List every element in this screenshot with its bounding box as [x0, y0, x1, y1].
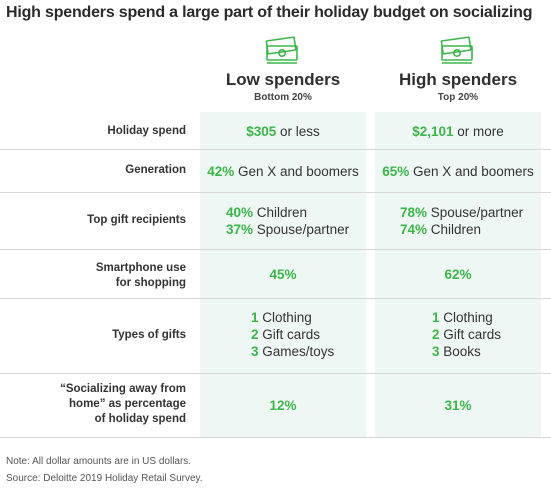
label-line: for shopping	[115, 277, 186, 289]
row-divider	[0, 249, 551, 250]
high-holiday-spend: $2,101 or more	[375, 123, 541, 140]
value-number: 12%	[269, 398, 297, 413]
value-text: or more	[453, 124, 504, 139]
value-text: Clothing	[258, 310, 312, 325]
value-number: 42%	[207, 164, 235, 179]
row-label-gift-recipients: Top gift recipients	[87, 214, 186, 226]
value-text: Gen X and boomers	[409, 164, 534, 179]
label-line: home” as percentage	[69, 398, 186, 410]
value-text: or less	[276, 124, 320, 139]
value-text: Spouse/partner	[427, 205, 524, 220]
high-spenders-column-bg	[375, 112, 541, 438]
high-socializing: 31%	[375, 397, 541, 414]
value-text: Children	[427, 222, 482, 237]
value-number: 45%	[269, 267, 297, 282]
low-holiday-spend: $305 or less	[200, 123, 366, 140]
value-number: 2	[432, 327, 440, 342]
list-item: 1 Clothing	[432, 309, 501, 326]
row-label-socializing: “Socializing away from home” as percenta…	[60, 382, 186, 427]
value-number: 78%	[400, 205, 428, 220]
label-line: Smartphone use	[95, 262, 186, 274]
low-spenders-subtitle: Bottom 20%	[254, 92, 312, 103]
row-divider	[0, 437, 551, 438]
value-number: 74%	[400, 222, 428, 237]
high-smartphone: 62%	[375, 266, 541, 283]
row-divider	[0, 373, 551, 374]
value-number: 2	[251, 327, 259, 342]
low-spenders-title: Low spenders	[225, 70, 341, 89]
value-number: 1	[432, 310, 440, 325]
value-text: Clothing	[439, 310, 493, 325]
value-text: Gift cards	[258, 327, 321, 342]
list-item: 2 Gift cards	[432, 326, 501, 343]
low-spenders-header: Low spenders Bottom 20%	[200, 70, 366, 105]
value-number: 3	[432, 344, 440, 359]
value-number: 65%	[382, 164, 410, 179]
list-item: 37% Spouse/partner	[226, 221, 349, 238]
value-text: Games/toys	[258, 344, 335, 359]
row-label-holiday-spend: Holiday spend	[107, 125, 186, 137]
list-item: 3 Games/toys	[251, 343, 334, 360]
value-number: 37%	[226, 222, 254, 237]
high-generation: 65% Gen X and boomers	[375, 163, 541, 180]
label-line: of holiday spend	[94, 413, 186, 425]
high-spenders-title: High spenders	[398, 70, 518, 89]
low-socializing: 12%	[200, 397, 366, 414]
list-item: 1 Clothing	[251, 309, 334, 326]
low-gift-recipients: 40% Children 37% Spouse/partner	[226, 204, 349, 238]
value-number: 62%	[444, 267, 472, 282]
source-note: Source: Deloitte 2019 Holiday Retail Sur…	[6, 473, 203, 484]
low-generation: 42% Gen X and boomers	[200, 163, 366, 180]
row-divider	[0, 298, 551, 299]
list-item: 74% Children	[400, 221, 523, 238]
high-spenders-subtitle: Top 20%	[437, 92, 479, 103]
money-stack-icon	[265, 36, 298, 64]
value-text: Gift cards	[439, 327, 502, 342]
value-number: $2,101	[412, 124, 454, 139]
list-item: 78% Spouse/partner	[400, 204, 523, 221]
value-text: Gen X and boomers	[234, 164, 359, 179]
value-number: 3	[251, 344, 259, 359]
value-text: Books	[439, 344, 481, 359]
row-divider	[0, 149, 551, 150]
value-number: 40%	[226, 205, 254, 220]
row-label-smartphone: Smartphone use for shopping	[60, 261, 186, 291]
low-smartphone: 45%	[200, 266, 366, 283]
value-text: Children	[253, 205, 308, 220]
high-gift-recipients: 78% Spouse/partner 74% Children	[400, 204, 523, 238]
label-line: “Socializing away from	[60, 383, 186, 395]
row-label-types-of-gifts: Types of gifts	[112, 329, 186, 341]
low-spenders-column-bg	[200, 112, 366, 438]
money-stack-icon	[440, 36, 473, 64]
value-text: Spouse/partner	[253, 222, 350, 237]
list-item: 3 Books	[432, 343, 501, 360]
value-number: 31%	[444, 398, 472, 413]
low-types-of-gifts: 1 Clothing 2 Gift cards 3 Games/toys	[251, 309, 334, 360]
high-types-of-gifts: 1 Clothing 2 Gift cards 3 Books	[432, 309, 501, 360]
list-item: 2 Gift cards	[251, 326, 334, 343]
row-divider	[0, 192, 551, 193]
value-number: $305	[246, 124, 277, 139]
footnote: Note: All dollar amounts are in US dolla…	[6, 456, 192, 467]
value-number: 1	[251, 310, 259, 325]
list-item: 40% Children	[226, 204, 349, 221]
high-spenders-header: High spenders Top 20%	[375, 70, 541, 105]
chart-title: High spenders spend a large part of thei…	[6, 4, 533, 21]
row-label-generation: Generation	[125, 164, 186, 176]
